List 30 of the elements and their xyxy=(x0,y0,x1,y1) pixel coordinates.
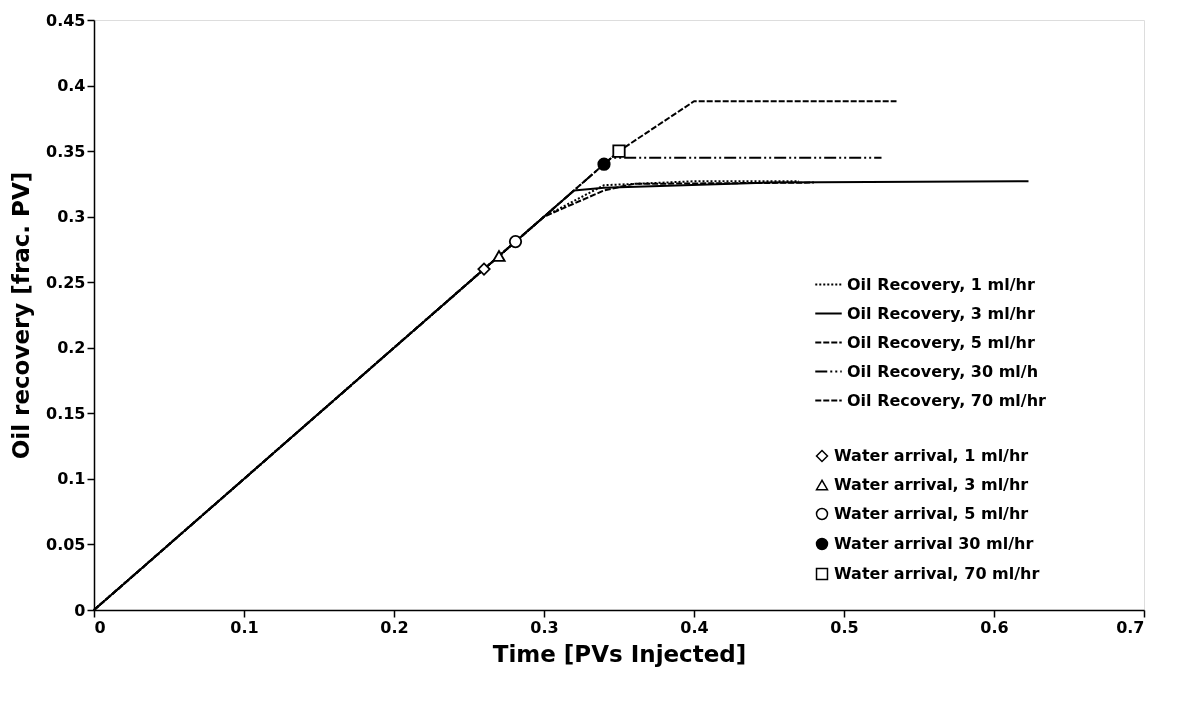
y-tick-label: 0 xyxy=(74,600,86,620)
y-axis-title: Oil recovery [frac. PV] xyxy=(8,171,35,460)
x-tick-label: 0.2 xyxy=(380,617,409,637)
legend-label: Oil Recovery, 70 ml/hr xyxy=(847,390,1047,410)
x-tick-label: 0.1 xyxy=(230,617,259,637)
legend-label: Oil Recovery, 30 ml/h xyxy=(847,361,1039,381)
y-tick-label: 0.15 xyxy=(46,403,86,423)
legend-label: Water arrival, 3 ml/hr xyxy=(834,475,1029,494)
legend-label: Oil Recovery, 1 ml/hr xyxy=(847,274,1035,294)
x-tick-label: 0.3 xyxy=(530,617,559,637)
y-tick-label: 0.45 xyxy=(46,10,86,30)
legend-label: Water arrival, 5 ml/hr xyxy=(834,504,1029,523)
legend-label: Water arrival 30 ml/hr xyxy=(834,534,1034,553)
y-tick-label: 0.1 xyxy=(57,469,86,489)
x-tick-label: 0.7 xyxy=(1116,617,1145,637)
legend-label: Oil Recovery, 5 ml/hr xyxy=(847,332,1035,352)
legend-label: Water arrival, 70 ml/hr xyxy=(834,564,1040,583)
y-tick-label: 0.05 xyxy=(46,534,86,554)
x-tick-label: 0.6 xyxy=(980,617,1009,637)
x-axis-title: Time [PVs Injected] xyxy=(492,640,747,667)
y-tick-label: 0.3 xyxy=(57,207,86,227)
x-tick-label: 0.5 xyxy=(830,617,859,637)
y-tick-label: 0.4 xyxy=(57,76,86,96)
y-tick-label: 0.35 xyxy=(46,141,86,161)
x-tick-label: 0.4 xyxy=(680,617,709,637)
x-tick-label: 0 xyxy=(94,617,106,637)
legend-label: Water arrival, 1 ml/hr xyxy=(834,446,1029,465)
legend-label: Oil Recovery, 3 ml/hr xyxy=(847,303,1035,323)
y-tick-label: 0.2 xyxy=(57,338,86,358)
y-tick-label: 0.25 xyxy=(46,272,86,292)
